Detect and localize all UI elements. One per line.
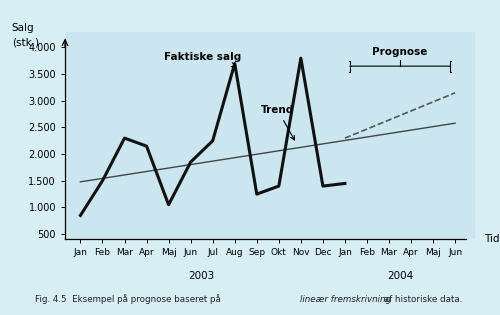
Text: 2003: 2003 [188, 272, 215, 281]
Text: (stk.): (stk.) [12, 38, 39, 48]
Text: Faktiske salg: Faktiske salg [164, 52, 242, 67]
Text: Prognose: Prognose [372, 47, 428, 57]
Text: Tid: Tid [484, 234, 500, 244]
Text: Fig. 4.5  Eksempel på prognose baseret på: Fig. 4.5 Eksempel på prognose baseret på [35, 294, 224, 304]
Text: lineær fremskrivning: lineær fremskrivning [300, 295, 391, 304]
Text: af historiske data.: af historiske data. [381, 295, 462, 304]
Text: 2004: 2004 [387, 272, 413, 281]
Text: Salg: Salg [12, 23, 34, 33]
Text: Trend: Trend [261, 106, 294, 140]
